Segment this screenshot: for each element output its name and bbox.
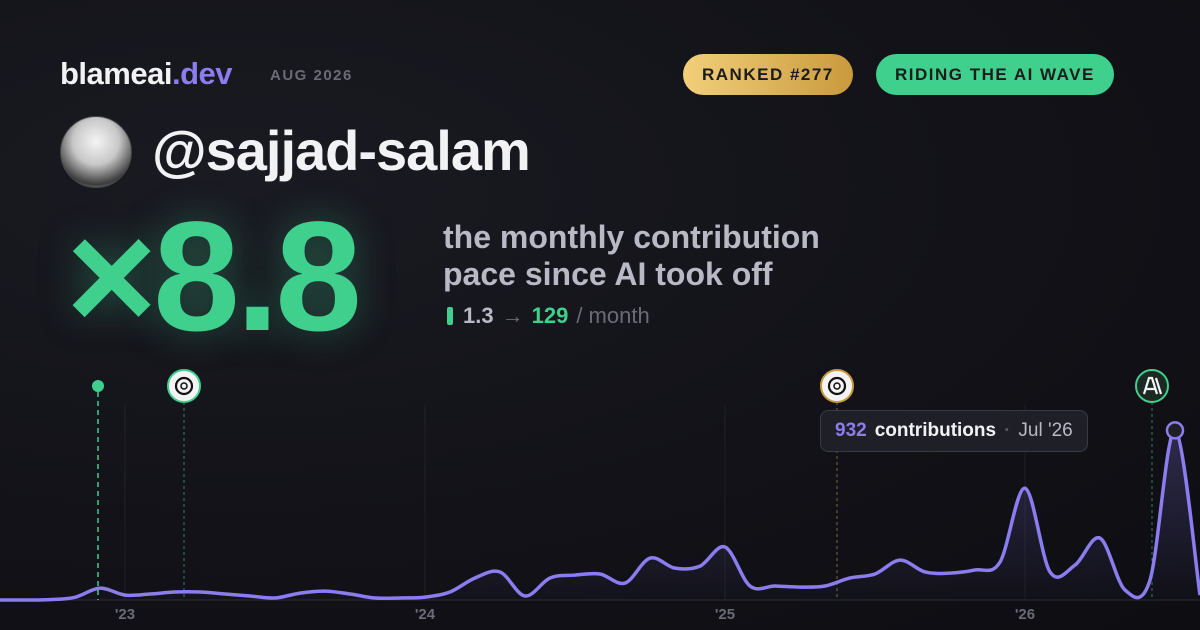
pace-after: 129 (531, 303, 569, 328)
openai-icon (820, 369, 854, 403)
avatar (60, 116, 132, 188)
status-badge: RIDING THE AI WAVE (876, 54, 1114, 95)
rank-badge: RANKED #277 (683, 54, 853, 95)
arrow: → (501, 303, 524, 328)
x-tick-label: '26 (1015, 606, 1035, 623)
brand: blameai.dev (60, 56, 232, 92)
brand-name: blameai (60, 56, 172, 91)
brand-suffix: .dev (171, 56, 233, 91)
anthropic-icon (1135, 369, 1169, 403)
openai-icon (167, 369, 201, 403)
peak-marker (1165, 421, 1185, 440)
line (0, 428, 1200, 602)
x-tick-label: '23 (115, 606, 135, 623)
stat-icon (447, 307, 453, 325)
description: pace since AI took off (443, 256, 773, 292)
separator: · (1004, 420, 1011, 441)
event-dot (92, 380, 104, 392)
unit: / month (576, 303, 650, 328)
area (0, 430, 1200, 601)
x-tick-label: '25 (715, 606, 735, 623)
description: the monthly contribution (443, 219, 820, 255)
tooltip-date: Jul '26 (1018, 420, 1073, 441)
multiplier: ×8.8 (66, 190, 362, 364)
pace-before: 1.3 (463, 303, 494, 328)
pace-stats: 1.3 → 129 / month (443, 303, 650, 329)
date: AUG 2026 (270, 67, 353, 84)
tooltip-label: contributions (874, 420, 997, 441)
tooltip-value: 932 (835, 420, 867, 441)
username: @sajjad-salam (152, 119, 531, 182)
x-tick-label: '24 (415, 606, 436, 623)
tooltip: 932 contributions · Jul '26 (820, 410, 1088, 452)
